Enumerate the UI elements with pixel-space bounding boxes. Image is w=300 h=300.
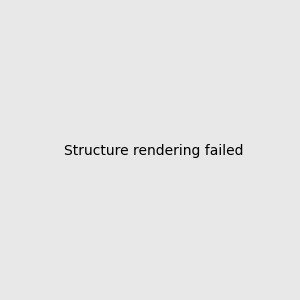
Text: Structure rendering failed: Structure rendering failed	[64, 145, 244, 158]
